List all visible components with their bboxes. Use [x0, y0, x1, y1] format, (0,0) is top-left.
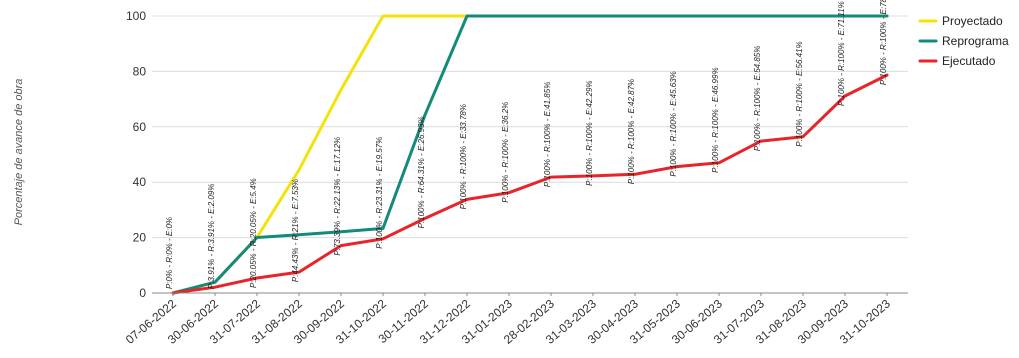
series-lines [171, 14, 889, 295]
y-axis-ticks: 0 20 40 60 80 100 [126, 9, 146, 300]
annotation-leader-lines [168, 30, 882, 291]
y-tick-label: 20 [133, 231, 147, 245]
point-annotation-label: P:100% - R:100% - E:46.99% [711, 67, 720, 172]
point-annotation-label: P:100% - R:100% - E:42.29% [585, 80, 594, 185]
series-line-ejecutado [171, 73, 889, 295]
y-axis-label: Porcentaje de avance de obra [13, 79, 25, 226]
y-tick-label: 60 [133, 120, 147, 134]
point-annotation-label: P:100% - R:100% - E:54.85% [753, 46, 762, 151]
point-annotation-label: P:73.39% - R:22.13% - E:17.12% [333, 137, 342, 256]
y-tick-label: 100 [126, 9, 146, 23]
point-annotation-label: P:100% - R:100% - E:41.85% [543, 82, 552, 187]
point-annotation-label: P:100% - R:100% - E:33.78% [459, 104, 468, 209]
series-line-reprogramado [171, 14, 889, 295]
legend-label: Proyectado [942, 14, 1003, 28]
point-annotation-label: P:100% - R:23.31% - E:19.57% [375, 137, 384, 249]
y-tick-label: 0 [139, 286, 146, 300]
point-annotation-label: P:100% - R:100% - E:56.41% [795, 41, 804, 146]
point-annotation-label: P:100% - R:64.31% - E:26.93% [417, 116, 426, 228]
point-annotation-label: P:20.05% - R:20.05% - E:5.4% [249, 178, 258, 288]
point-annotation-label: P:100% - R:100% - E:36.2% [501, 102, 510, 203]
point-annotation-label: P:0% - R:0% - E:0% [165, 217, 174, 289]
point-annotations: P:0% - R:0% - E:0% P:3.91% - R:3.91% - E:… [165, 0, 888, 289]
point-annotation-label: P:100% - R:100% - E:71.11% [837, 1, 846, 106]
series-line-proyectado [171, 14, 889, 295]
legend-label: Reprograma [942, 34, 1009, 48]
point-annotation-label: P:100% - R:100% - E:42.87% [627, 79, 636, 184]
x-axis-ticks: 07-06-202230-06-202231-07-202231-08-2022… [123, 293, 893, 347]
point-annotation-label: P:3.91% - R:3.91% - E:2.09% [207, 184, 216, 289]
point-annotation-label: P:44.43% - R:21% - E:7.53% [291, 179, 300, 282]
y-tick-label: 40 [133, 175, 147, 189]
y-tick-label: 80 [133, 64, 147, 78]
legend: Proyectado Reprograma Ejecutado [918, 14, 1009, 68]
point-annotation-label: P:100% - R:100% - E:78.65% [879, 0, 888, 85]
legend-label: Ejecutado [942, 54, 996, 68]
point-annotation-label: P:100% - R:100% - E:45.63% [669, 71, 678, 176]
